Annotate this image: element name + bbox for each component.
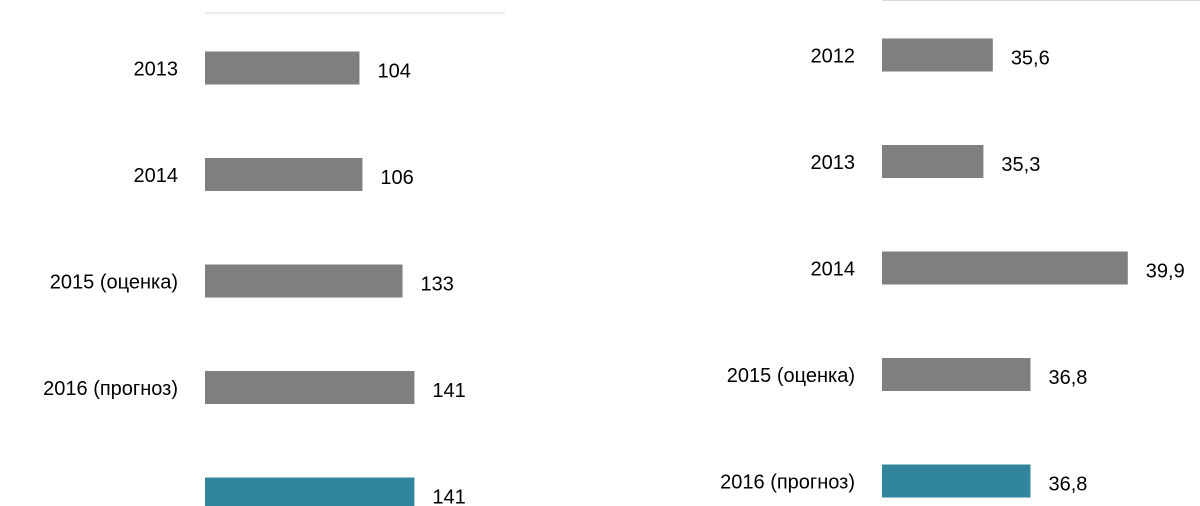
category-label: 2014 [811, 258, 856, 280]
bar [882, 38, 993, 72]
bar [205, 264, 403, 298]
category-label: 2015 (оценка) [50, 271, 178, 293]
value-label: 35,6 [1011, 47, 1050, 69]
value-label: 106 [380, 167, 413, 189]
bar [882, 464, 1031, 498]
value-label: 35,3 [1001, 154, 1040, 176]
value-label: 133 [421, 273, 454, 295]
value-label: 104 [377, 60, 410, 82]
value-label: 141 [432, 486, 465, 506]
value-label: 36,8 [1048, 367, 1087, 389]
category-label: 2014 [134, 165, 179, 187]
category-label: 2016 (прогноз) [720, 471, 855, 493]
value-label: 39,9 [1146, 260, 1185, 282]
bar [882, 251, 1128, 285]
value-label: 36,8 [1048, 473, 1087, 495]
category-label: 2012 [811, 45, 856, 67]
value-label: 141 [432, 380, 465, 402]
category-label: 2015 (оценка) [727, 365, 855, 387]
bar [205, 477, 415, 506]
bar [205, 158, 363, 191]
bar [205, 371, 415, 404]
bar [882, 145, 984, 178]
category-label: 2013 [134, 58, 179, 80]
category-label: 2016 (прогноз) [43, 378, 178, 400]
bar [882, 358, 1031, 391]
bar [205, 51, 360, 85]
category-label: 2013 [811, 152, 856, 174]
